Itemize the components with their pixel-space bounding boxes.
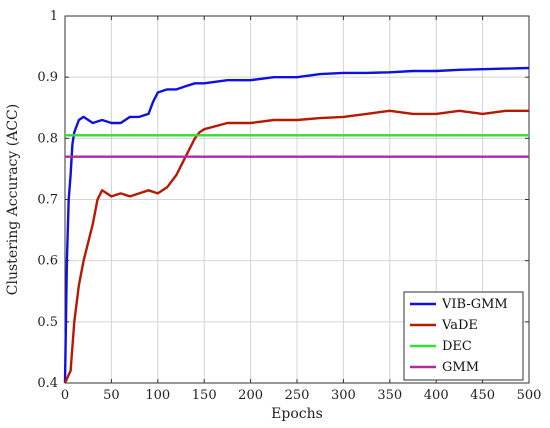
x-tick-label: 450	[470, 388, 495, 403]
plot-frame	[64, 15, 530, 384]
legend-box	[403, 291, 524, 381]
y-tick-label: 0.8	[37, 131, 58, 146]
x-tick-label: 200	[238, 388, 263, 403]
x-axis-title: Epochs	[271, 406, 323, 422]
x-tick-label: 400	[424, 388, 449, 403]
y-tick-label: 0.4	[37, 376, 58, 391]
y-tick-label: 0.6	[37, 254, 58, 269]
y-tick-label: 1	[50, 9, 58, 24]
legend-label: VIB-GMM	[441, 297, 508, 312]
y-tick-label: 0.7	[37, 193, 58, 208]
x-tick-label: 100	[145, 388, 170, 403]
y-axis-title: Clustering Accuracy (ACC)	[5, 104, 21, 295]
x-tick-label: 350	[377, 388, 402, 403]
legend-label: VaDE	[441, 318, 478, 333]
legend: VIB-GMM VaDE DEC GMM	[403, 291, 524, 381]
x-tick-labels: 0 50 100 150 200 250 300 350 400 450 500	[61, 388, 542, 403]
series-line-vib-gmm	[63, 66, 530, 384]
y-tick-label: 0.9	[37, 70, 58, 85]
x-tick-label: 250	[285, 388, 310, 403]
x-tick-label: 50	[103, 388, 120, 403]
x-tick-label: 500	[517, 388, 542, 403]
series-line-vade	[63, 109, 529, 384]
legend-label: GMM	[442, 360, 479, 375]
legend-label: DEC	[442, 339, 472, 354]
x-tick-label: 150	[192, 388, 217, 403]
x-tick-label: 300	[331, 388, 356, 403]
y-tick-label: 0.5	[37, 315, 58, 330]
x-tick-label: 0	[61, 388, 69, 403]
series-lines	[63, 66, 530, 384]
y-tick-labels: 0.4 0.5 0.6 0.7 0.8 0.9 1	[37, 9, 58, 391]
